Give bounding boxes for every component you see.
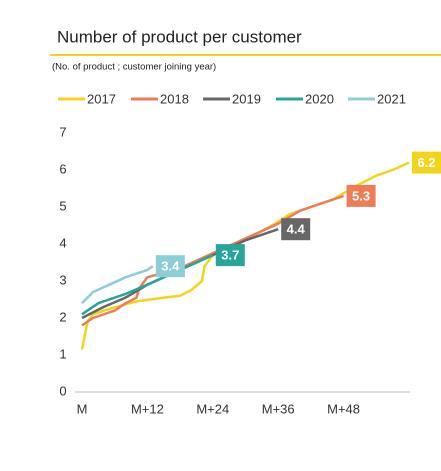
chart-subtitle: (No. of product ; customer joining year) [52,62,216,73]
value-label: 4.4 [287,222,306,237]
legend-label: 2020 [305,91,334,106]
value-label-box [412,151,441,174]
value-label-box [346,184,376,207]
legend-label: 2019 [232,91,261,106]
value-label: 3.4 [161,259,180,274]
x-tick-label: M [77,401,88,416]
value-label: 5.3 [352,188,370,203]
value-label: 3.7 [221,248,239,263]
chart-title: Number of product per customer [57,27,302,46]
y-tick-label: 3 [59,272,66,287]
y-tick-label: 1 [59,346,66,361]
series-line [81,194,345,327]
x-tick-label: M+36 [262,401,295,416]
value-label: 6.2 [417,155,435,170]
y-tick-label: 7 [59,124,66,139]
legend-label: 2021 [377,91,406,106]
series-line [81,253,214,316]
legend-label: 2017 [87,91,116,106]
legend-label: 2018 [160,91,189,106]
x-tick-label: M+12 [131,401,164,416]
y-tick-label: 2 [59,309,66,324]
value-label-box [281,218,311,241]
value-label-box [215,244,245,267]
y-tick-label: 0 [59,383,66,398]
y-tick-label: 6 [59,161,66,176]
value-label-box [155,255,185,278]
y-tick-label: 4 [59,235,66,250]
y-tick-label: 5 [59,198,66,213]
x-tick-label: M+48 [327,401,360,416]
series-line [81,265,154,305]
x-tick-label: M+24 [196,401,229,416]
